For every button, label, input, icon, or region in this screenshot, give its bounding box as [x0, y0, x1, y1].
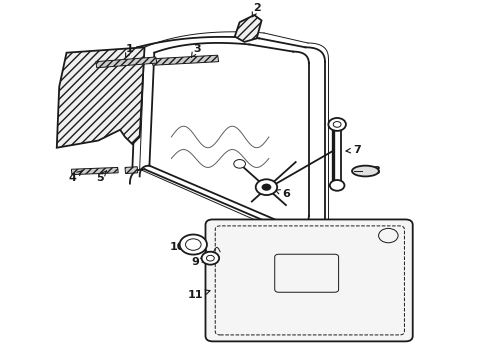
Text: 4: 4 — [69, 171, 82, 183]
Text: 3: 3 — [191, 44, 200, 57]
Text: 9: 9 — [191, 257, 205, 267]
Polygon shape — [152, 55, 218, 65]
Polygon shape — [96, 57, 157, 68]
Polygon shape — [234, 15, 261, 42]
Circle shape — [233, 159, 245, 168]
Text: 11: 11 — [187, 290, 209, 301]
Circle shape — [179, 234, 206, 255]
Text: 1: 1 — [125, 44, 134, 58]
Text: 10: 10 — [169, 242, 184, 252]
FancyBboxPatch shape — [274, 254, 338, 292]
Circle shape — [255, 179, 277, 195]
Text: 8: 8 — [366, 166, 379, 176]
Polygon shape — [57, 47, 144, 148]
Text: 7: 7 — [346, 145, 360, 155]
Polygon shape — [125, 167, 138, 174]
Circle shape — [261, 184, 271, 191]
Text: 6: 6 — [275, 189, 289, 199]
Ellipse shape — [351, 166, 378, 176]
Text: 5: 5 — [96, 171, 106, 183]
Polygon shape — [71, 167, 118, 175]
FancyBboxPatch shape — [205, 220, 412, 341]
Text: 2: 2 — [252, 3, 260, 17]
Circle shape — [328, 118, 345, 131]
Circle shape — [329, 180, 344, 191]
Circle shape — [201, 252, 219, 265]
